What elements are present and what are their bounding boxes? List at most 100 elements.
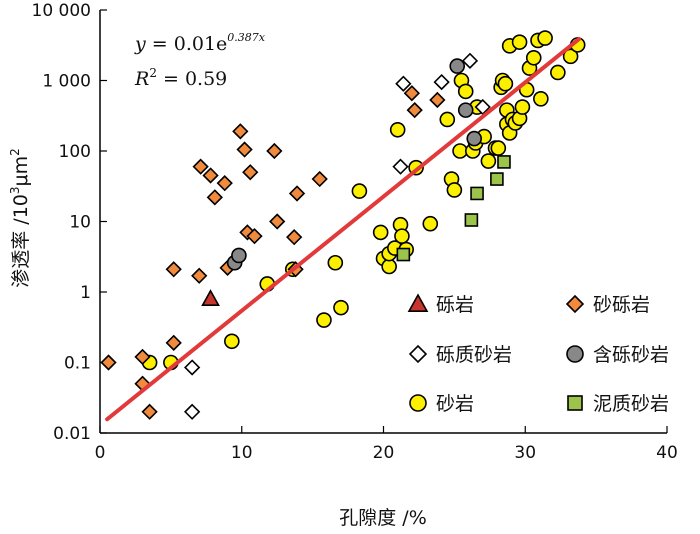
- point-diamond: [165, 261, 182, 278]
- equation-exponent: 0.387x: [227, 31, 265, 44]
- point-diamond: [184, 359, 201, 376]
- point-circle: [224, 333, 240, 350]
- y-tick-label: 1: [80, 283, 91, 303]
- y-tick-label: 10: [69, 213, 91, 233]
- legend-marker-circle: [566, 345, 584, 363]
- r-squared-text: R2 = 0.59: [134, 66, 227, 90]
- legend-label: 砾岩: [436, 294, 474, 316]
- point-circle: [514, 99, 531, 115]
- legend-label: 砂砾岩: [593, 294, 650, 316]
- point-diamond: [236, 141, 253, 158]
- point-circle: [333, 299, 349, 316]
- point-diamond: [184, 403, 201, 420]
- point-diamond: [134, 348, 151, 366]
- point-circle: [525, 49, 542, 66]
- point-circle: [452, 143, 468, 159]
- point-square: [396, 247, 411, 262]
- point-circle: [537, 30, 553, 46]
- point-diamond: [429, 91, 446, 109]
- y-axis-title-main: 渗透率 /10: [10, 194, 32, 288]
- legend-marker-diamond: [565, 294, 585, 314]
- legend-label: 砾质砂岩: [436, 344, 512, 366]
- point-diamond: [403, 85, 420, 102]
- point-circle: [231, 247, 247, 264]
- point-diamond: [406, 101, 423, 119]
- point-circle: [562, 48, 579, 65]
- point-circle: [480, 153, 497, 169]
- point-square: [497, 155, 511, 169]
- legend-marker-diamond: [408, 344, 428, 364]
- point-circle: [449, 58, 466, 74]
- point-circle: [533, 91, 549, 107]
- point-square: [490, 172, 504, 186]
- point-circle: [446, 182, 463, 198]
- point-diamond: [286, 229, 303, 246]
- y-tick-label: 10 000: [32, 1, 91, 21]
- point-diamond: [202, 167, 219, 184]
- point-diamond: [266, 142, 283, 160]
- r2-sup: 2: [149, 66, 157, 80]
- point-diamond: [269, 213, 286, 230]
- point-diamond: [311, 170, 328, 188]
- point-circle: [372, 224, 389, 241]
- legend-label: 含砾砂岩: [593, 344, 669, 366]
- point-diamond: [395, 75, 412, 92]
- legend-marker-circle: [409, 394, 427, 412]
- x-axis-title: 孔隙度 /%: [339, 507, 427, 529]
- x-tick-label: 10: [231, 443, 253, 463]
- legend-label: 泥质砂岩: [593, 393, 669, 415]
- point-circle: [327, 254, 344, 271]
- point-circle: [497, 75, 514, 92]
- point-diamond: [246, 228, 263, 245]
- legend-label: 砂岩: [436, 393, 474, 415]
- point-square: [464, 213, 479, 227]
- point-circle: [550, 64, 566, 81]
- equation-y: y: [134, 33, 146, 55]
- point-diamond: [192, 158, 209, 175]
- r2-value: = 0.59: [157, 68, 227, 90]
- point-diamond: [216, 175, 233, 192]
- x-tick-label: 0: [95, 443, 106, 463]
- x-tick-label: 20: [373, 443, 395, 463]
- point-diamond: [100, 354, 117, 371]
- trendline-group: [105, 36, 582, 422]
- y-axis-title-unit-sup: 2: [8, 148, 22, 156]
- y-axis-title-unit: μm: [10, 156, 32, 187]
- point-diamond: [191, 267, 208, 284]
- y-tick-label: 0.01: [53, 424, 91, 444]
- point-square: [470, 186, 484, 201]
- data-points: [100, 30, 586, 420]
- point-circle: [389, 121, 406, 138]
- r2-label: R: [134, 68, 149, 90]
- point-diamond: [242, 164, 259, 181]
- point-circle: [457, 102, 474, 118]
- legend-marker-square: [567, 395, 583, 411]
- point-circle: [457, 83, 474, 100]
- x-tick-label: 30: [514, 443, 536, 463]
- point-diamond: [392, 158, 409, 175]
- point-diamond: [288, 185, 306, 202]
- point-diamond: [141, 403, 158, 420]
- equation-text: y = 0.01e0.387x: [134, 31, 266, 55]
- point-diamond: [206, 189, 223, 206]
- point-circle: [439, 111, 456, 128]
- y-tick-label: 0.1: [64, 354, 91, 374]
- point-diamond: [165, 334, 182, 351]
- y-axis-title: 渗透率 /103μm2: [8, 148, 32, 288]
- y-tick-label: 100: [59, 142, 91, 162]
- point-circle: [511, 34, 528, 50]
- point-circle: [490, 140, 507, 156]
- point-circle: [381, 258, 397, 275]
- point-diamond: [433, 73, 450, 91]
- point-circle: [351, 183, 368, 199]
- point-circle: [316, 312, 332, 328]
- legend-marker-triangle: [407, 293, 429, 313]
- point-diamond: [232, 123, 249, 140]
- ticks: 0 10 20 30 40 0.01 0.1 1 10 100 1 000 10 000: [32, 1, 678, 463]
- equation-body: = 0.01e: [146, 33, 228, 55]
- point-circle: [422, 215, 439, 232]
- point-circle: [466, 130, 483, 147]
- y-axis-title-sup: 3: [8, 186, 22, 194]
- y-tick-label: 1 000: [42, 72, 91, 92]
